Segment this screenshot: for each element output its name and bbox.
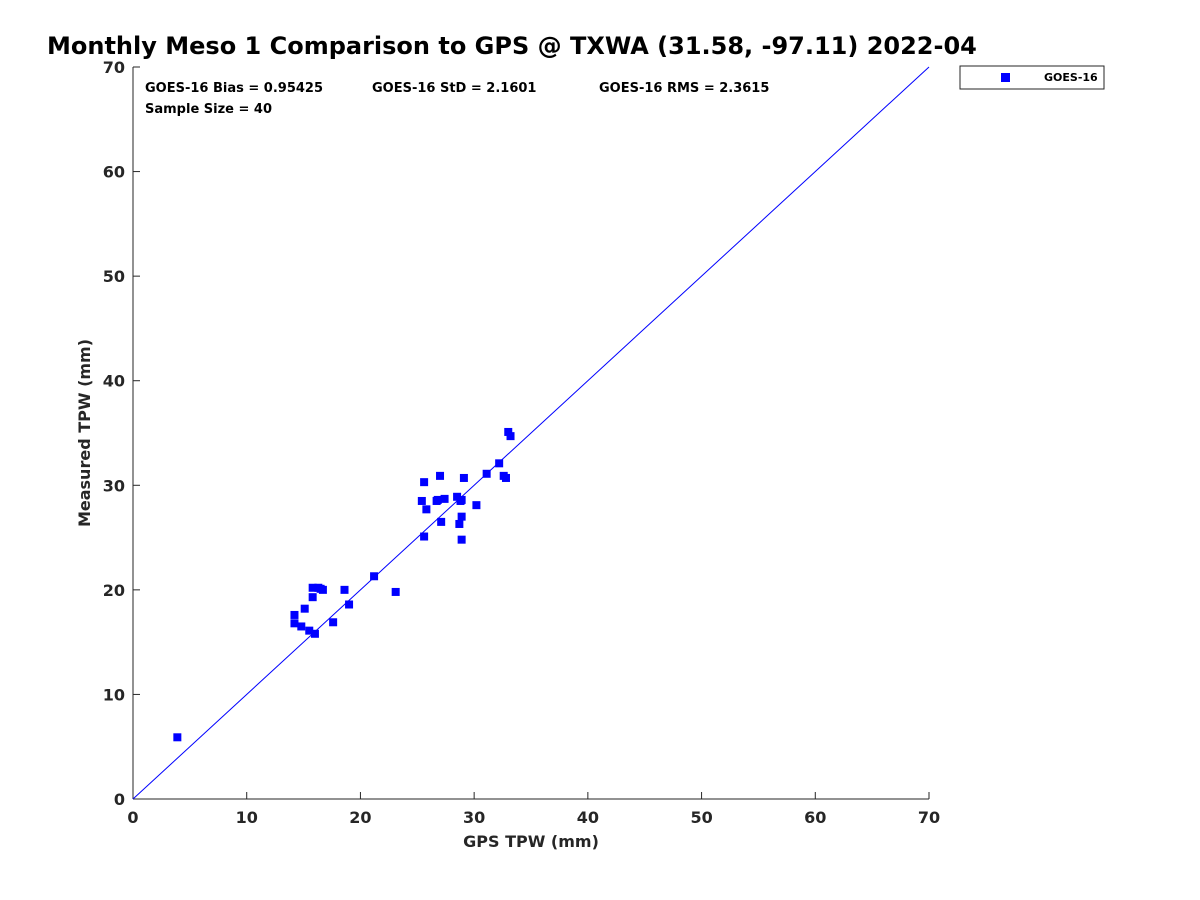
y-tick-label: 10 bbox=[103, 685, 125, 704]
y-tick-label: 40 bbox=[103, 372, 125, 391]
data-point bbox=[308, 593, 317, 602]
stat-bias: GOES-16 Bias = 0.95425 bbox=[145, 81, 323, 96]
data-point bbox=[506, 432, 515, 441]
data-point bbox=[417, 496, 426, 505]
x-tick-label: 50 bbox=[690, 808, 712, 827]
data-point bbox=[290, 610, 299, 619]
data-point bbox=[297, 622, 306, 631]
data-point bbox=[457, 512, 466, 521]
data-point bbox=[453, 492, 462, 501]
data-point bbox=[345, 600, 354, 609]
x-tick-label: 20 bbox=[349, 808, 371, 827]
data-point bbox=[422, 505, 431, 514]
data-point bbox=[340, 585, 349, 594]
legend-box bbox=[959, 65, 1105, 90]
data-point bbox=[440, 494, 449, 503]
legend-label: GOES-16 bbox=[1044, 71, 1098, 84]
x-tick-label: 0 bbox=[127, 808, 138, 827]
data-point bbox=[420, 532, 429, 541]
data-point bbox=[472, 501, 481, 510]
data-point bbox=[329, 618, 338, 627]
data-point bbox=[433, 495, 442, 504]
x-tick-label: 70 bbox=[918, 808, 940, 827]
x-tick-label: 60 bbox=[804, 808, 826, 827]
data-point bbox=[501, 473, 510, 482]
x-tick-label: 40 bbox=[577, 808, 599, 827]
legend-marker bbox=[1001, 73, 1010, 82]
stat-sample-size: Sample Size = 40 bbox=[145, 102, 272, 117]
y-tick-label: 20 bbox=[103, 581, 125, 600]
y-axis-label: Measured TPW (mm) bbox=[75, 339, 94, 527]
data-point bbox=[308, 583, 317, 592]
y-tick-label: 0 bbox=[114, 790, 125, 809]
data-point bbox=[310, 629, 319, 638]
data-point bbox=[300, 604, 309, 613]
data-point bbox=[420, 478, 429, 487]
x-tick-label: 10 bbox=[236, 808, 258, 827]
stat-rms: GOES-16 RMS = 2.3615 bbox=[599, 81, 769, 96]
y-tick-label: 30 bbox=[103, 476, 125, 495]
legend: GOES-16 bbox=[959, 65, 1105, 90]
data-point bbox=[305, 626, 314, 635]
y-tick-label: 70 bbox=[103, 58, 125, 77]
data-point bbox=[436, 471, 445, 480]
data-point bbox=[290, 619, 299, 628]
data-point bbox=[173, 733, 182, 742]
data-point bbox=[457, 535, 466, 544]
x-axis-label: GPS TPW (mm) bbox=[463, 832, 599, 851]
y-tick-label: 60 bbox=[103, 163, 125, 182]
data-point bbox=[504, 427, 513, 436]
stat-std: GOES-16 StD = 2.1601 bbox=[372, 81, 536, 96]
x-tick-label: 30 bbox=[463, 808, 485, 827]
reference-line bbox=[132, 66, 930, 800]
one-to-one-line bbox=[132, 66, 930, 800]
data-points bbox=[173, 427, 515, 742]
chart-title: Monthly Meso 1 Comparison to GPS @ TXWA … bbox=[47, 32, 977, 60]
plot-axes: 0 10 20 30 40 50 60 70 0 10 20 30 40 50 60 70 bbox=[103, 58, 940, 827]
y-tick-label: 50 bbox=[103, 267, 125, 286]
data-point bbox=[495, 459, 504, 468]
data-point bbox=[455, 519, 464, 528]
data-point bbox=[457, 495, 466, 504]
data-point bbox=[370, 572, 379, 581]
data-point bbox=[482, 469, 491, 478]
data-point bbox=[437, 517, 446, 526]
data-point bbox=[391, 587, 400, 596]
data-point bbox=[459, 473, 468, 482]
data-point bbox=[316, 584, 325, 593]
